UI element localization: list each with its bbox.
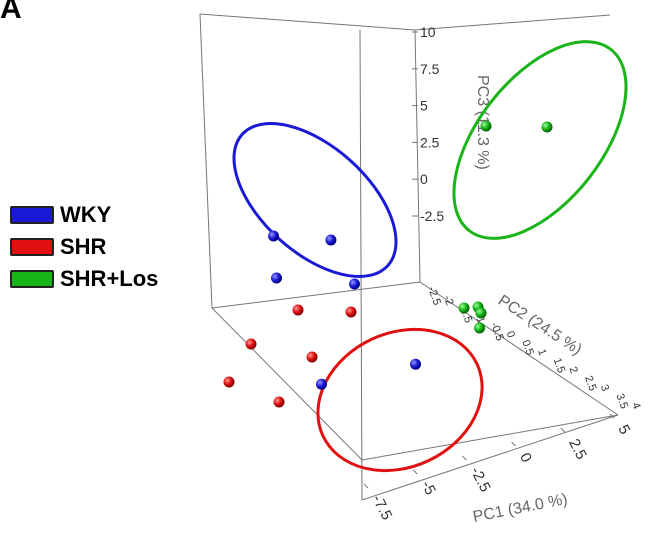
frame-edge bbox=[359, 29, 363, 501]
legend-swatch-wky bbox=[10, 206, 54, 224]
y-tick-label: -2.5 bbox=[425, 285, 443, 307]
ellipse-wky bbox=[232, 122, 398, 278]
frame-edge bbox=[414, 14, 611, 31]
legend-swatch-shr bbox=[10, 238, 54, 256]
x-tick-mark bbox=[609, 413, 615, 419]
x-axis-title: PC1 (34.0 %) bbox=[472, 491, 570, 526]
x-tick-label: 5 bbox=[614, 422, 633, 437]
point-shr-los bbox=[458, 302, 470, 314]
legend-item-shr: SHR bbox=[10, 233, 158, 261]
box-frame bbox=[199, 13, 619, 501]
point-shr bbox=[223, 376, 235, 388]
x-tick-mark bbox=[511, 441, 516, 447]
point-shr bbox=[245, 338, 257, 350]
frame-edge bbox=[361, 414, 619, 501]
x-tick-label: -7.5 bbox=[368, 492, 395, 523]
point-shr-los bbox=[480, 120, 492, 132]
x-tick-mark bbox=[412, 469, 418, 475]
point-wky bbox=[268, 230, 279, 242]
x-tick-mark bbox=[560, 427, 566, 433]
point-wky bbox=[410, 358, 421, 370]
y-axis-ticks: -2.5-2-1.5-1-0.500.5 11.5 22.5 33.5 4 bbox=[425, 285, 642, 411]
point-wky bbox=[325, 234, 337, 246]
y-tick-label: 3 bbox=[598, 383, 611, 393]
z-tick-label: 5 bbox=[420, 98, 428, 114]
point-shr-los bbox=[541, 121, 553, 133]
point-shr bbox=[273, 396, 285, 408]
x-tick-label: 0 bbox=[516, 450, 535, 465]
y-tick-label: 0.5 bbox=[519, 338, 536, 356]
legend-item-shr-los: SHR+Los bbox=[10, 265, 158, 293]
x-tick-label: -2.5 bbox=[467, 464, 494, 495]
y-tick-label: 0 bbox=[504, 330, 517, 340]
y-tick-label: 3.5 bbox=[613, 392, 630, 410]
data-points bbox=[223, 120, 553, 408]
y-tick-label: 4 bbox=[629, 401, 642, 411]
point-wky bbox=[316, 378, 327, 390]
legend-swatch-shr-los bbox=[10, 270, 54, 288]
legend-label-shr-los: SHR+Los bbox=[60, 266, 159, 291]
point-wky bbox=[349, 278, 360, 290]
point-shr bbox=[292, 304, 304, 316]
z-tick-label: 0 bbox=[420, 171, 428, 187]
point-shr-los bbox=[474, 322, 485, 334]
x-tick-label: -5 bbox=[418, 478, 439, 498]
point-wky bbox=[271, 272, 282, 284]
panel-label: A bbox=[0, 0, 22, 25]
point-shr-los bbox=[475, 307, 487, 319]
y-tick-label: -0.5 bbox=[488, 321, 506, 343]
point-shr bbox=[306, 351, 318, 363]
frame-edge bbox=[211, 307, 363, 461]
z-tick-label: 2.5 bbox=[420, 134, 440, 150]
z-tick-label: -2.5 bbox=[420, 208, 444, 224]
legend-item-wky: WKY bbox=[10, 201, 158, 229]
x-tick-label: 2.5 bbox=[565, 436, 590, 462]
z-tick-label: 7.5 bbox=[420, 61, 440, 77]
y-axis-title: PC2 (24.5 %) bbox=[495, 292, 585, 359]
frame-edge bbox=[199, 13, 416, 31]
frame-edge bbox=[419, 281, 619, 416]
frame-edge bbox=[414, 29, 421, 283]
legend-label-wky: WKY bbox=[60, 202, 112, 227]
frame-edge bbox=[361, 414, 619, 461]
frame-edge bbox=[199, 13, 213, 309]
legend-label-shr: SHR bbox=[60, 234, 107, 259]
z-axis-ticks: -2.5 0 2.5 5 7.5 10 bbox=[412, 24, 444, 224]
ellipse-shr bbox=[316, 327, 484, 473]
legend: WKY SHR SHR+Los bbox=[10, 201, 158, 297]
y-tick-label: 2 bbox=[566, 365, 579, 375]
y-tick-label: 1 bbox=[535, 347, 548, 357]
y-tick-label: -2 bbox=[441, 294, 456, 307]
y-tick-label: 1.5 bbox=[551, 356, 568, 374]
ellipse-shr-los bbox=[452, 40, 628, 240]
x-tick-mark bbox=[462, 455, 467, 461]
point-shr bbox=[345, 306, 357, 318]
x-tick-mark bbox=[363, 483, 369, 489]
z-tick-label: 10 bbox=[420, 24, 436, 40]
y-tick-label: 2.5 bbox=[582, 374, 599, 392]
frame-edge bbox=[211, 281, 421, 309]
